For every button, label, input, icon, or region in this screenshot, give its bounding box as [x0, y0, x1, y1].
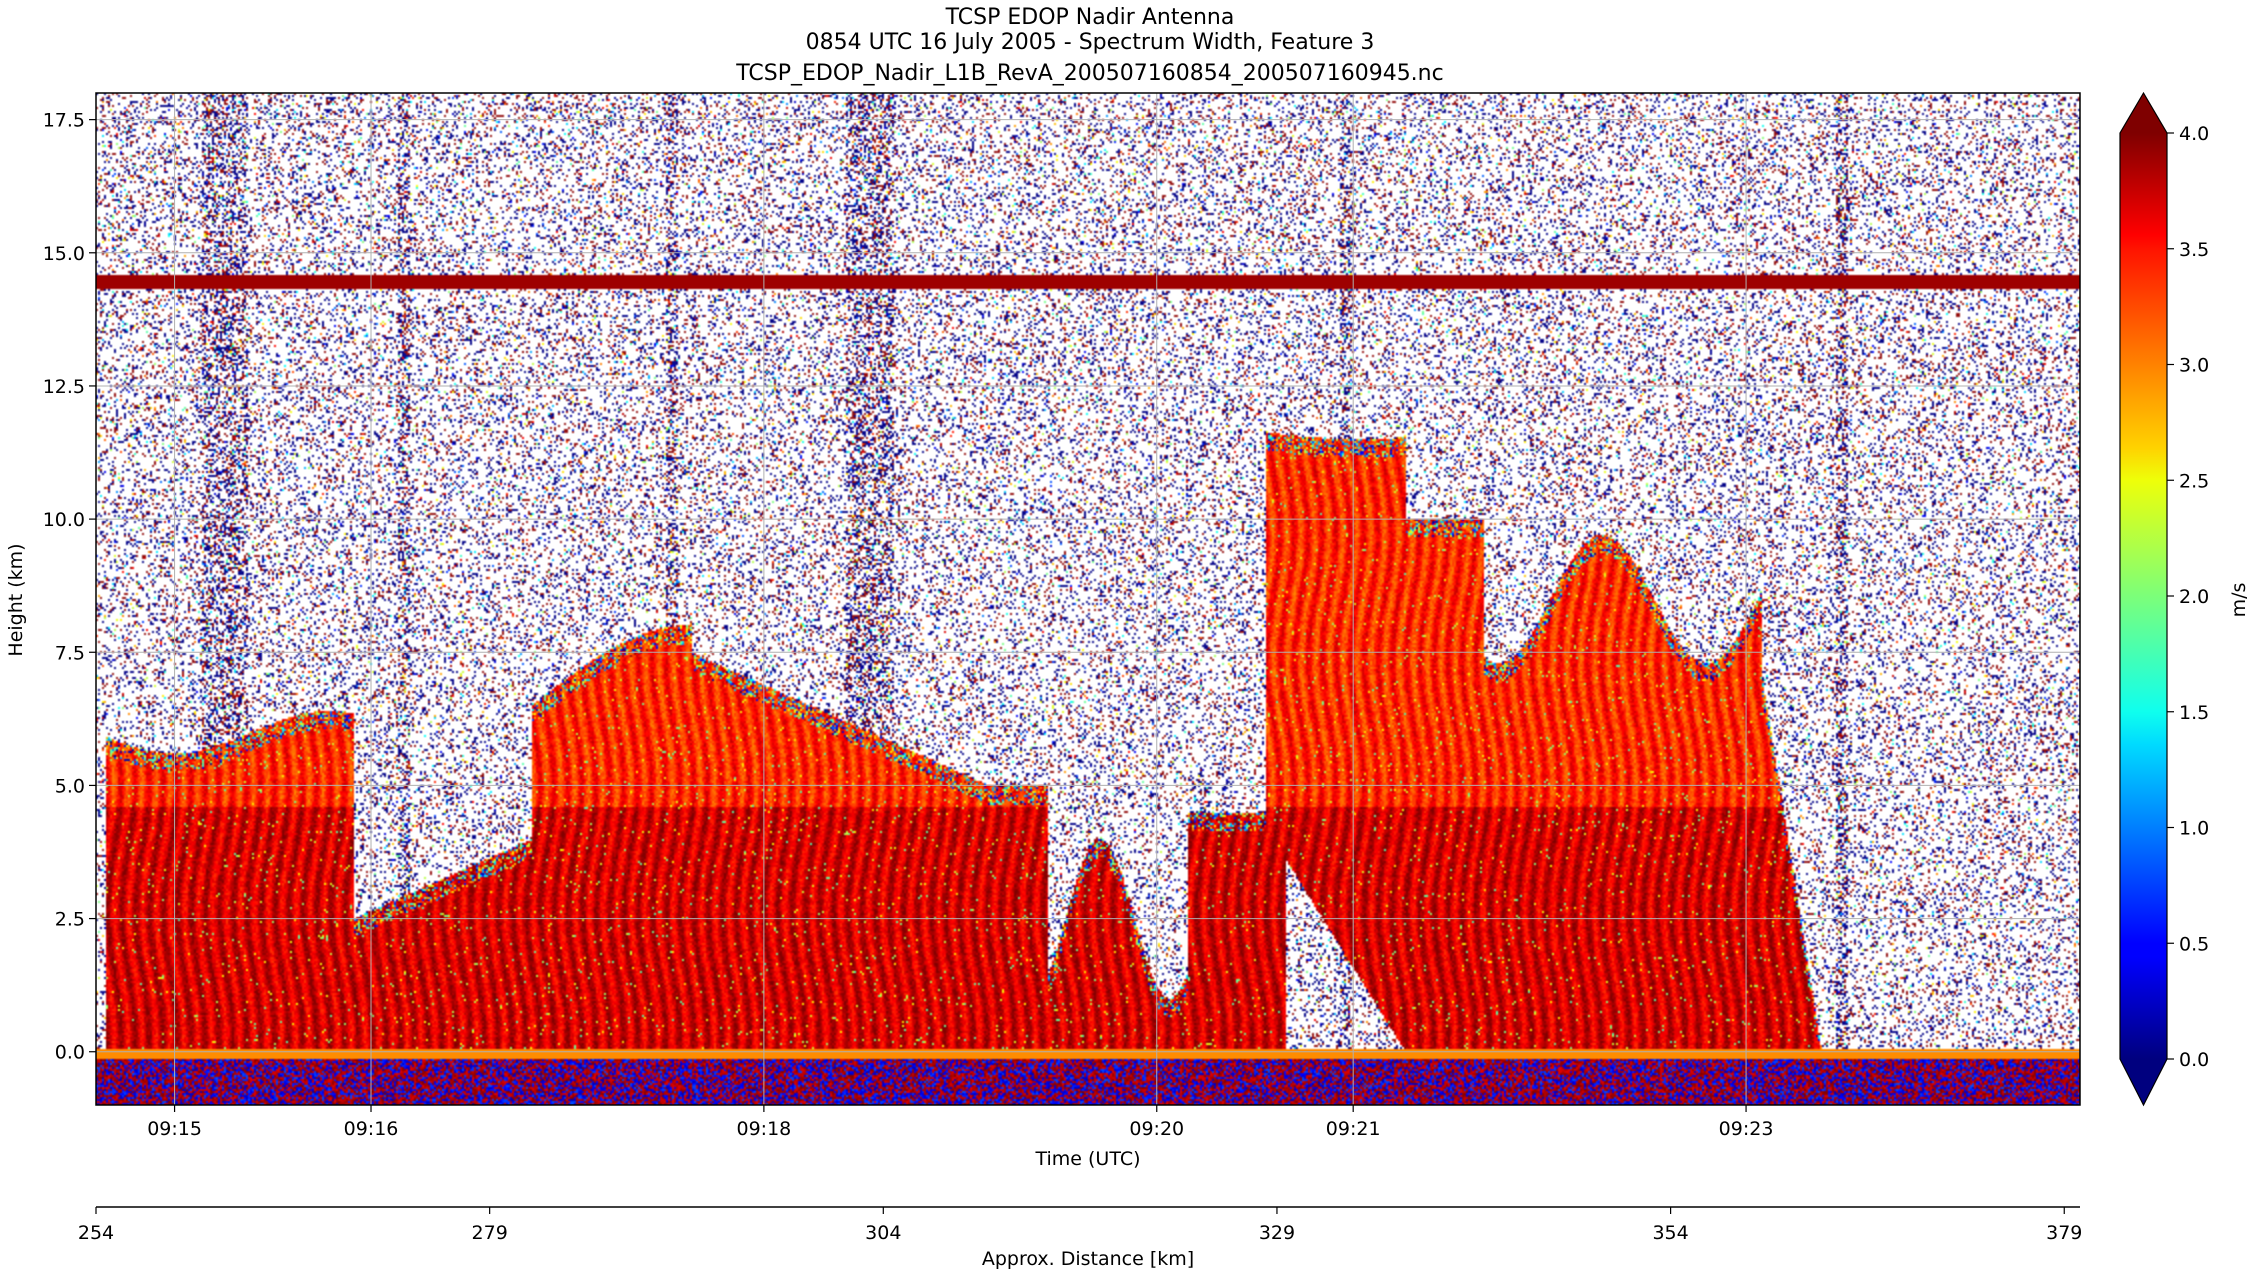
- colorbar-extend-max: [2120, 93, 2167, 133]
- chart-title: TCSP EDOP Nadir Antenna: [945, 5, 1235, 30]
- y-axis-label: Height (km): [5, 543, 27, 656]
- plot-area: [95, 92, 2081, 1106]
- y-tick-label: 7.5: [55, 642, 85, 664]
- chart-subtitle: 0854 UTC 16 July 2005 - Spectrum Width, …: [806, 30, 1375, 55]
- distance-tick-label: 254: [78, 1222, 114, 1244]
- y-tick-label: 2.5: [55, 909, 85, 931]
- y-tick-label: 12.5: [43, 376, 85, 398]
- y-tick-label: 17.5: [43, 110, 85, 132]
- colorbar-gradient: [2120, 133, 2167, 1059]
- colorbar-ticks: 0.0 0.5 1.0 1.5 2.0 2.5 3.0 3.5 4.0: [2167, 123, 2209, 1071]
- colorbar-tick-label: 3.0: [2179, 355, 2209, 377]
- x-tick-label: 09:21: [1326, 1118, 1381, 1140]
- distance-tick-label: 304: [865, 1222, 901, 1244]
- x-tick-label: 09:18: [736, 1118, 791, 1140]
- x-tick-label: 09:20: [1129, 1118, 1184, 1140]
- chart-filename: TCSP_EDOP_Nadir_L1B_RevA_200507160854_20…: [735, 61, 1443, 86]
- distance-tick-label: 329: [1259, 1222, 1295, 1244]
- colorbar-tick-label: 2.0: [2179, 586, 2209, 608]
- colorbar-tick-label: 4.0: [2179, 123, 2209, 145]
- distance-tick-label: 379: [2046, 1222, 2082, 1244]
- colorbar-tick-label: 3.5: [2179, 239, 2209, 261]
- y-tick-label: 15.0: [43, 243, 85, 265]
- colorbar-tick-label: 0.0: [2179, 1049, 2209, 1071]
- colorbar-tick-label: 2.5: [2179, 470, 2209, 492]
- colorbar-extend-min: [2120, 1059, 2167, 1105]
- distance-tick-label: 354: [1652, 1222, 1688, 1244]
- colorbar-tick-label: 0.5: [2179, 933, 2209, 955]
- x-tick-label: 09:23: [1719, 1118, 1774, 1140]
- colorbar-tick-label: 1.5: [2179, 702, 2209, 724]
- colorbar-label: m/s: [2228, 583, 2250, 618]
- colorbar-tick-label: 1.0: [2179, 818, 2209, 840]
- x-tick-label: 09:16: [344, 1118, 399, 1140]
- y-axis: 0.0 2.5 5.0 7.5 10.0 12.5 15.0 17.5: [43, 110, 96, 1064]
- heatmap-image: [96, 93, 2080, 1105]
- colorbar: 0.0 0.5 1.0 1.5 2.0 2.5 3.0 3.5 4.0 m/s: [2119, 91, 2250, 1107]
- x-tick-label: 09:15: [147, 1118, 202, 1140]
- y-tick-label: 10.0: [43, 509, 85, 531]
- plot-frame: [95, 92, 2081, 1106]
- distance-axis-label: Approx. Distance [km]: [982, 1248, 1194, 1270]
- x-axis-label: Time (UTC): [1034, 1148, 1140, 1170]
- y-tick-label: 0.0: [55, 1042, 85, 1064]
- x-axis-time: 09:15 09:16 09:18 09:20 09:21 09:23: [147, 1105, 1773, 1140]
- x-axis-distance: 254 279 304 329 354 379: [78, 1207, 2082, 1244]
- distance-tick-label: 279: [472, 1222, 508, 1244]
- grid-lines: [96, 93, 2080, 1105]
- y-tick-label: 5.0: [55, 775, 85, 797]
